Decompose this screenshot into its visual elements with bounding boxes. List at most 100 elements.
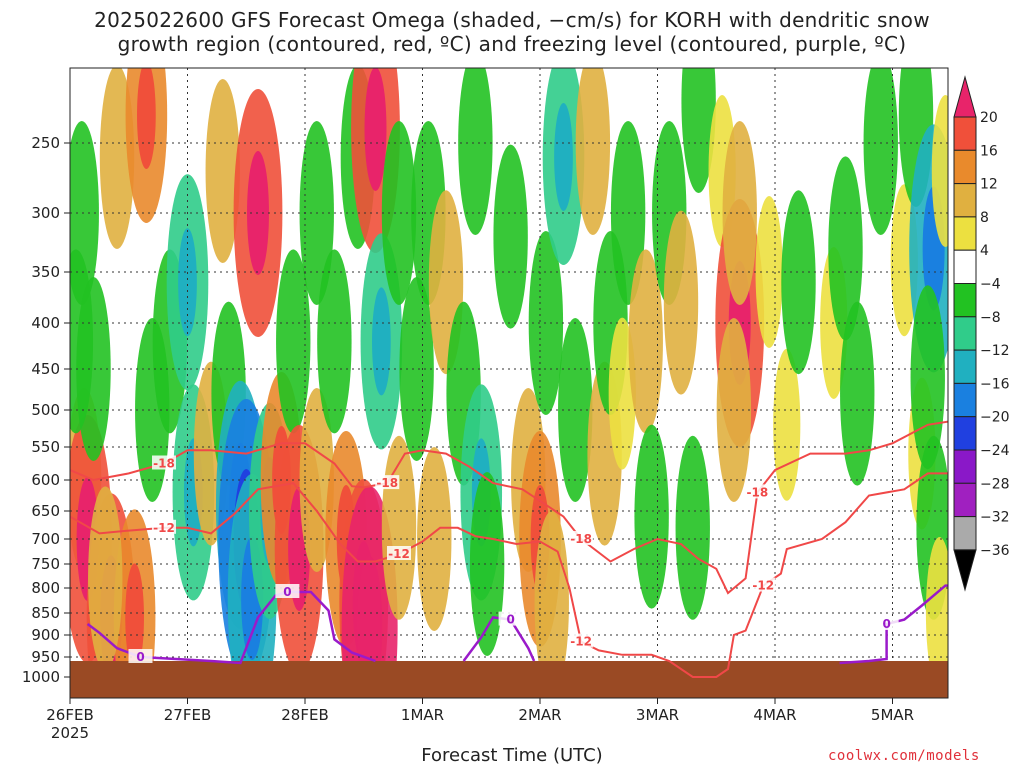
- y-tick-label: 700: [31, 530, 60, 548]
- contours: -18 -18 -18 -18 -12 -12 -12 -12 0 0 0 0: [70, 420, 948, 678]
- colorbar-bottom-arrow: [953, 549, 977, 592]
- x-axis: 26FEB 27FEB 28FEB 1MAR 2MAR 3MAR 4MAR 5MAR 2025: [46, 698, 914, 742]
- x-tick-label: 27FEB: [164, 706, 211, 724]
- contour-label: -18: [747, 485, 769, 499]
- x-tick-label: 4MAR: [753, 706, 796, 724]
- colorbar-swatch: [953, 349, 977, 384]
- brand-watermark: coolwx.com/models: [828, 748, 980, 764]
- colorbar-label: −16: [980, 376, 1010, 392]
- omega-cell: [773, 348, 801, 501]
- contour-label-bg: [745, 484, 770, 499]
- colorbar-swatch: [953, 482, 977, 518]
- omega-cell: [575, 68, 611, 235]
- omega-cell: [70, 121, 99, 305]
- colorbar-label: 8: [980, 210, 989, 226]
- omega-cell: [88, 486, 123, 671]
- omega-cell: [675, 435, 710, 620]
- colorbar-swatch: [953, 183, 977, 218]
- freezing-contour: [86, 590, 376, 665]
- omega-cell: [681, 68, 716, 193]
- dgz-contour: [70, 420, 948, 595]
- colorbar-label: −4: [980, 277, 1001, 293]
- omega-cell: [381, 121, 417, 305]
- y-axis: 250 300 350 400 450 500 550 600 650 700 750 800 850 9…: [22, 134, 70, 686]
- x-tick-label: 28FEB: [281, 706, 328, 724]
- colorbar-swatch: [953, 382, 977, 418]
- omega-cell: [910, 285, 945, 470]
- y-tick-label: 600: [31, 471, 60, 489]
- colorbar: 20 16 12 8 4 −4 −8 −12 −16 −20 −24 −28 −32 −36: [953, 75, 1010, 592]
- contour-label-bg: [569, 633, 594, 648]
- omega-cell: [828, 156, 863, 341]
- omega-cell: [863, 68, 898, 235]
- omega-cell-core: [364, 68, 387, 191]
- x-year-label: 2025: [51, 724, 89, 742]
- omega-cell: [276, 249, 311, 434]
- colorbar-swatch: [953, 149, 977, 185]
- x-tick-label: 26FEB: [46, 706, 93, 724]
- contour-label: -18: [570, 532, 592, 546]
- y-tick-label: 350: [31, 263, 60, 281]
- omega-cell: [755, 196, 783, 348]
- x-tick-label: 1MAR: [401, 706, 444, 724]
- colorbar-swatch: [953, 283, 977, 318]
- contour-label-bg: [874, 616, 899, 630]
- x-tick-label: 2MAR: [518, 706, 561, 724]
- contour-label-bg: [152, 519, 176, 534]
- omega-cell: [663, 210, 699, 395]
- omega-cell-core: [554, 103, 573, 211]
- contour-label-bg: [275, 584, 300, 598]
- dgz-contour: [70, 472, 948, 678]
- colorbar-label: 16: [980, 143, 998, 159]
- y-tick-label: 250: [31, 134, 60, 152]
- chart-title-line2: growth region (contoured, red, ºC) and f…: [117, 32, 907, 56]
- omega-cell: [716, 318, 752, 502]
- omega-cell: [317, 249, 352, 434]
- colorbar-label: 20: [980, 110, 998, 126]
- contour-label: 0: [506, 613, 514, 627]
- omega-cell-core: [137, 68, 156, 169]
- contour-label: 0: [136, 650, 144, 664]
- omega-cell: [722, 121, 757, 305]
- terrain-fill: [70, 661, 948, 698]
- contour-label-bg: [128, 649, 153, 663]
- contour-label: -18: [376, 476, 398, 490]
- omega-cell: [931, 95, 948, 247]
- plot-frame: [69, 67, 949, 699]
- omega-cell: [205, 79, 240, 263]
- colorbar-label: −32: [980, 510, 1010, 526]
- colorbar-label: 12: [980, 177, 998, 193]
- omega-cell: [628, 249, 663, 434]
- terrain: [70, 661, 948, 698]
- contour-label-bg: [387, 546, 411, 560]
- omega-cell: [781, 190, 816, 375]
- omega-cell-core: [125, 563, 144, 672]
- y-tick-label: 850: [31, 604, 60, 622]
- colorbar-label: −8: [980, 310, 1001, 326]
- contour-label: 0: [882, 617, 890, 631]
- colorbar-label: 4: [980, 243, 989, 259]
- y-tick-label: 450: [31, 360, 60, 378]
- x-axis-label: Forecast Time (UTC): [421, 745, 603, 766]
- y-tick-label: 800: [31, 579, 60, 597]
- omega-cell: [469, 472, 505, 656]
- x-tick-label: 5MAR: [871, 706, 914, 724]
- contour-label-bg: [498, 611, 523, 626]
- colorbar-swatch: [953, 416, 977, 451]
- y-tick-label: 750: [31, 555, 60, 573]
- contour-label-bg: [152, 455, 176, 470]
- y-tick-label: 550: [31, 438, 60, 456]
- colorbar-top-arrow: [953, 75, 977, 118]
- chart-title-line1: 2025022600 GFS Forecast Omega (shaded, −…: [94, 8, 930, 32]
- y-tick-label: 300: [31, 204, 60, 222]
- omega-cell: [840, 301, 875, 486]
- colorbar-label: −28: [980, 476, 1010, 492]
- colorbar-swatch: [953, 516, 977, 551]
- colorbar-swatch: [953, 449, 977, 484]
- colorbar-swatch: [953, 316, 977, 351]
- omega-cell: [493, 144, 528, 329]
- colorbar-label: −12: [980, 343, 1010, 359]
- contour-label: -12: [153, 521, 175, 535]
- omega-cell: [417, 447, 452, 631]
